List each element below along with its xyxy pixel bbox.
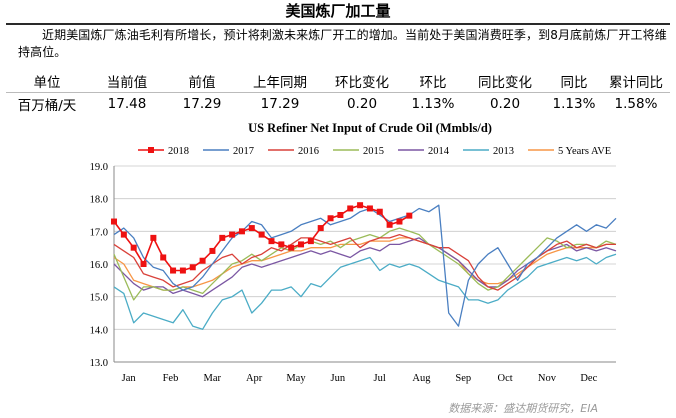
stats-header-cell: 同比变化 xyxy=(464,70,546,93)
stats-header-cell: 环比变化 xyxy=(322,70,402,93)
legend-label: 2013 xyxy=(493,146,514,157)
legend-marker xyxy=(148,147,154,153)
x-tick-label: May xyxy=(286,373,306,384)
series-line xyxy=(113,237,616,291)
data-point xyxy=(406,212,413,219)
x-tick-label: Feb xyxy=(163,373,179,384)
stats-value-cell: 1.13% xyxy=(411,96,455,112)
chart-legend: 2018 2017 2016 2015 2014 2013 5 Years AVE xyxy=(138,146,611,157)
data-point xyxy=(120,231,127,238)
data-point xyxy=(366,205,373,212)
data-point xyxy=(150,234,157,241)
refiner-input-chart: US Refiner Net Input of Crude Oil (Mmbls… xyxy=(90,121,617,384)
stats-table: 单位 当前值 前值 上年同期 环比变化 环比 同比变化 同比 累计同比 百万桶/… xyxy=(6,70,670,115)
data-point xyxy=(376,208,383,215)
x-tick-label: Nov xyxy=(538,373,557,384)
stats-value-cell: 0.20 xyxy=(346,96,378,112)
series-line xyxy=(113,204,617,327)
x-tick-label: Jul xyxy=(374,373,386,384)
data-point xyxy=(386,221,393,228)
data-point xyxy=(327,215,334,222)
y-tick-label: 14.0 xyxy=(90,325,108,336)
stats-value-cell: 0.20 xyxy=(489,96,521,112)
legend-label: 2016 xyxy=(298,146,319,157)
stats-value-cell: 1.58% xyxy=(614,96,658,112)
data-point xyxy=(219,234,226,241)
plot-area: 13.0 14.0 15.0 16.0 17.0 18.0 19.0 Jan Feb Mar Apr… xyxy=(90,162,617,384)
y-tick-label: 13.0 xyxy=(90,358,108,369)
stats-value-row: 百万桶/天 17.48 17.29 17.29 0.20 1.13% 0.20 … xyxy=(6,93,670,116)
stats-header-cell: 同比 xyxy=(546,70,602,93)
data-point xyxy=(288,244,295,251)
stats-value-cell: 1.13% xyxy=(552,96,596,112)
stats-value-cell: 17.29 xyxy=(182,96,222,112)
legend-label: 5 Years AVE xyxy=(558,146,611,157)
stats-header-row: 单位 当前值 前值 上年同期 环比变化 环比 同比变化 同比 累计同比 xyxy=(6,70,670,93)
x-tick-label: Dec xyxy=(580,373,597,384)
data-point xyxy=(160,254,167,261)
series-line xyxy=(113,233,616,291)
stats-value-cell: 17.48 xyxy=(107,96,147,112)
data-point xyxy=(337,212,344,218)
data-point xyxy=(238,228,245,235)
chart-title: US Refiner Net Input of Crude Oil (Mmbls… xyxy=(248,121,492,135)
data-point xyxy=(307,238,314,245)
data-point xyxy=(268,238,275,245)
x-tick-label: Jun xyxy=(331,373,346,384)
data-point xyxy=(258,231,265,238)
data-point xyxy=(248,225,255,232)
series-line xyxy=(113,253,617,330)
data-point xyxy=(170,267,177,274)
stats-value-cell: 17.29 xyxy=(260,96,300,112)
data-point xyxy=(347,205,354,212)
y-tick-label: 16.0 xyxy=(90,260,108,271)
legend-label: 2018 xyxy=(168,146,189,157)
x-tick-label: Mar xyxy=(204,373,222,384)
x-tick-label: Jan xyxy=(122,373,137,384)
stats-header-cell: 上年同期 xyxy=(238,70,322,93)
data-point xyxy=(396,218,403,225)
x-tick-label: Sep xyxy=(455,373,471,384)
data-point xyxy=(209,247,216,254)
series-line xyxy=(113,227,617,301)
summary-paragraph: 近期美国炼厂炼油毛利有所增长，预计将刺激未来炼厂开工的增加。当前处于美国消费旺季… xyxy=(18,28,667,59)
stats-value-cell: 百万桶/天 xyxy=(17,98,77,114)
data-point xyxy=(199,257,206,264)
legend-label: 2015 xyxy=(363,146,384,157)
data-point xyxy=(298,241,305,248)
y-tick-label: 18.0 xyxy=(90,195,108,206)
x-tick-label: Aug xyxy=(412,373,431,384)
legend-label: 2017 xyxy=(233,146,254,157)
data-point xyxy=(111,218,117,225)
stats-header-cell: 单位 xyxy=(6,70,88,93)
stats-header-cell: 当前值 xyxy=(88,70,166,93)
x-tick-label: Apr xyxy=(246,373,263,384)
y-tick-label: 15.0 xyxy=(90,293,108,304)
data-point xyxy=(189,264,196,271)
data-source-note: 数据来源：盛达期货研究，EIA xyxy=(448,402,598,415)
data-point xyxy=(179,267,186,274)
data-point xyxy=(229,231,236,238)
y-tick-label: 17.0 xyxy=(90,227,108,238)
data-point xyxy=(130,244,137,251)
title-divider xyxy=(6,23,670,25)
data-point xyxy=(317,225,324,232)
stats-header-cell: 环比 xyxy=(402,70,464,93)
stats-header-cell: 前值 xyxy=(166,70,238,93)
page-title: 美国炼厂加工量 xyxy=(285,2,391,20)
data-point xyxy=(278,241,285,248)
x-tick-label: Oct xyxy=(498,373,513,384)
data-point xyxy=(140,261,147,267)
stats-header-cell: 累计同比 xyxy=(602,70,670,93)
data-point xyxy=(357,202,364,209)
y-tick-label: 19.0 xyxy=(90,162,108,173)
legend-label: 2014 xyxy=(428,146,450,157)
